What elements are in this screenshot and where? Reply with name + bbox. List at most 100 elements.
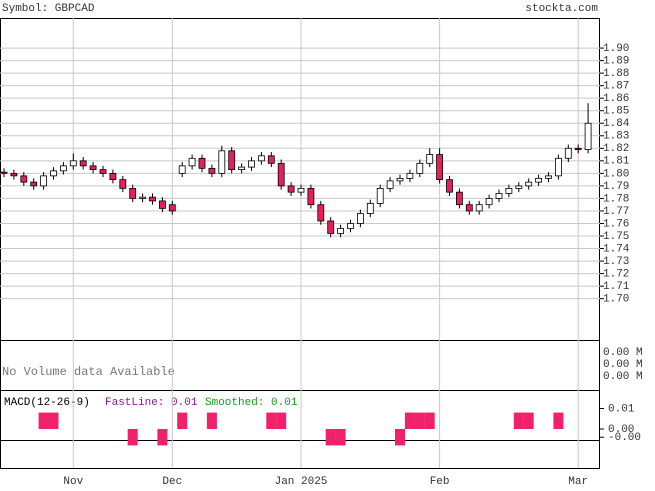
candle-body xyxy=(505,187,513,194)
x-tick-label: Nov xyxy=(63,476,83,486)
candle-body xyxy=(69,160,77,167)
candle-body xyxy=(50,170,57,177)
volume-axis-label: 0.00 M xyxy=(603,359,643,371)
candle-body xyxy=(248,160,255,168)
candle-body xyxy=(208,167,216,174)
macd-bar xyxy=(335,429,346,446)
candle-body xyxy=(238,166,246,171)
candle-body xyxy=(287,185,295,193)
candle-body xyxy=(535,177,542,183)
y-tick-label: 1.76 xyxy=(603,218,629,230)
y-tick-label: 1.80 xyxy=(603,168,629,180)
candle-body xyxy=(0,171,8,174)
candle-body xyxy=(515,185,523,189)
y-tick-label: 1.70 xyxy=(603,294,629,306)
candle-body xyxy=(178,165,186,174)
y-tick-label: -0.00 xyxy=(608,432,641,444)
y-tick-label: 1.71 xyxy=(603,281,630,293)
y-tick-label: 1.86 xyxy=(603,93,629,105)
macd-panel xyxy=(0,390,600,469)
candle-body xyxy=(455,191,463,206)
candle-body xyxy=(465,204,473,212)
candle-body xyxy=(436,154,444,181)
y-tick-label: 1.77 xyxy=(603,206,629,218)
y-tick-label: 1.73 xyxy=(603,256,629,268)
macd-bar xyxy=(48,412,59,429)
candle-body xyxy=(366,203,374,214)
candle-body xyxy=(188,157,196,167)
candle-body xyxy=(149,196,156,202)
candle-body xyxy=(426,154,434,164)
volume-axis-label: 0.00 M xyxy=(603,347,643,359)
candle-body xyxy=(168,204,176,212)
macd-bar xyxy=(523,412,534,429)
candle-body xyxy=(525,181,533,187)
candle-body xyxy=(307,187,315,206)
candle-body xyxy=(337,228,345,234)
y-tick-label: 1.79 xyxy=(603,181,629,193)
candle-body xyxy=(198,157,206,169)
macd-fast-label: FastLine: 0.01 xyxy=(105,397,198,409)
candle-body xyxy=(416,162,424,174)
macd-bar xyxy=(206,412,217,429)
candle-body xyxy=(119,179,127,189)
x-tick-label: Mar xyxy=(568,476,588,486)
candle-body xyxy=(555,157,562,177)
macd-bar xyxy=(38,412,49,429)
x-tick-label: Jan 2025 xyxy=(275,476,328,486)
candle-body xyxy=(40,175,47,187)
candle-body xyxy=(60,165,67,172)
candle-body xyxy=(109,172,117,181)
x-tick-label: Dec xyxy=(162,476,182,486)
y-tick-label: 1.88 xyxy=(603,68,629,80)
macd-bar xyxy=(276,412,287,429)
price-panel xyxy=(0,18,600,341)
candle-body xyxy=(297,187,305,193)
site: stockta.com xyxy=(525,3,598,15)
macd-bar xyxy=(177,412,188,429)
y-tick-label: 1.87 xyxy=(603,81,629,93)
macd-bar xyxy=(404,412,415,429)
y-tick-label: 0.00 xyxy=(608,424,634,436)
candle-body xyxy=(277,162,285,187)
candle-body xyxy=(347,223,354,229)
y-tick-label: 1.74 xyxy=(603,243,630,255)
y-tick-label: 1.84 xyxy=(603,118,630,130)
candle-body xyxy=(446,179,453,193)
candle-body xyxy=(386,180,394,189)
macd-bar xyxy=(127,429,138,446)
volume-message: No Volume data Available xyxy=(2,365,175,379)
candle-body xyxy=(356,213,364,224)
y-tick-label: 1.82 xyxy=(603,143,629,155)
macd-bar xyxy=(266,412,277,429)
candle-body xyxy=(228,150,236,171)
candle-body xyxy=(257,155,265,162)
candle-body xyxy=(10,172,18,177)
macd-bar xyxy=(553,412,564,429)
candle-body xyxy=(564,147,572,159)
candle-body xyxy=(30,181,38,187)
candle-body xyxy=(267,155,275,164)
symbol: Symbol: GBPCAD xyxy=(2,3,95,15)
y-tick-label: 0.01 xyxy=(608,403,635,415)
candle-body xyxy=(574,147,582,150)
y-tick-label: 1.78 xyxy=(603,193,629,205)
y-tick-label: 1.90 xyxy=(603,43,629,55)
candle-body xyxy=(495,193,503,199)
candle-body xyxy=(20,175,28,183)
candle-body xyxy=(327,220,335,234)
candle-body xyxy=(485,198,493,206)
macd-smooth-label: Smoothed: 0.01 xyxy=(205,397,298,409)
volume-axis-label: 0.00 M xyxy=(603,371,643,383)
candle-body xyxy=(89,165,97,171)
y-tick-label: 1.89 xyxy=(603,56,629,68)
macd-bar xyxy=(424,412,435,429)
candle-body xyxy=(406,172,414,179)
y-tick-label: 1.75 xyxy=(603,231,629,243)
macd-bar xyxy=(157,429,168,446)
macd-bar xyxy=(513,412,524,429)
candle-body xyxy=(99,169,107,174)
candle-body xyxy=(584,122,592,150)
candle-body xyxy=(79,160,87,167)
